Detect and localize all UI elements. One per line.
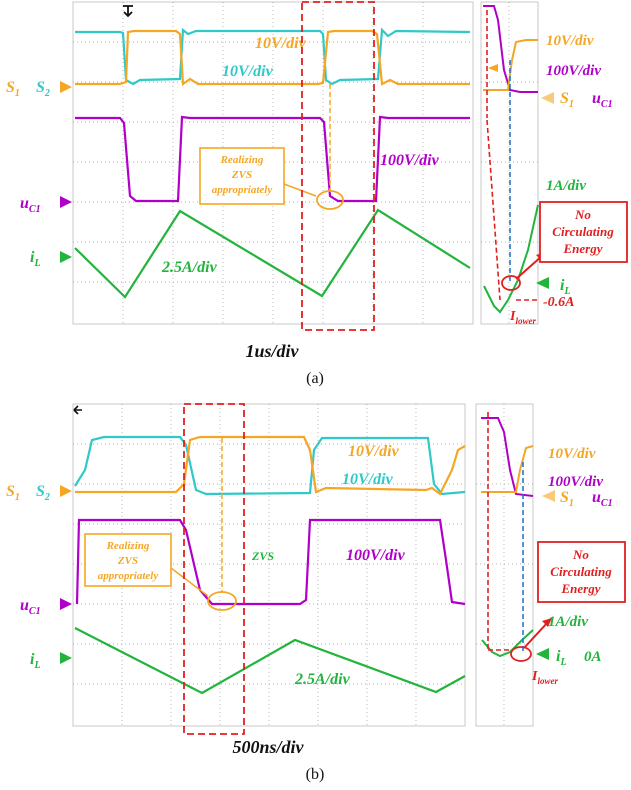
svg-text:1A/div: 1A/div <box>548 614 588 630</box>
zoom-red-dashed <box>486 10 501 301</box>
panel-b-zoom-scope <box>475 403 552 727</box>
svg-text:10V/div: 10V/div <box>348 443 400 460</box>
zoom-uc1-waveform <box>483 5 538 93</box>
svg-text:iL: iL <box>30 651 41 671</box>
uc1-marker <box>60 196 72 208</box>
panel-b-timebase: 500ns/div <box>232 737 304 757</box>
zoom-il-marker <box>536 277 549 289</box>
s1-waveform-b <box>75 435 466 496</box>
svg-text:100V/div: 100V/div <box>546 63 601 79</box>
svg-text:Ilower: Ilower <box>531 669 558 686</box>
svg-text:uC1: uC1 <box>592 90 613 110</box>
s2-waveform <box>75 27 471 86</box>
panel-b-scope: 10V/div 10V/div 100V/div ZVS 2.5A/div Re… <box>72 403 466 735</box>
panel-a-zoom-labels: 10V/div 100V/div S1 uC1 1A/div No Circul… <box>488 33 628 326</box>
panel-a-scope: 10V/div 10V/div 100V/div 2.5A/div Realiz… <box>72 1 474 331</box>
zvs-callout-b: Realizing ZVS appropriately <box>84 438 237 611</box>
il-waveform-b <box>74 627 466 695</box>
svg-text:Realizing: Realizing <box>220 154 264 166</box>
svg-text:appropriately: appropriately <box>98 570 159 582</box>
svg-text:-0.6A: -0.6A <box>543 295 575 310</box>
panel-b-caption: (b) <box>306 766 325 783</box>
s1-marker <box>60 81 72 93</box>
s1-waveform <box>75 29 470 87</box>
il-marker <box>60 251 72 263</box>
svg-text:S1: S1 <box>560 90 574 110</box>
trigger-marker-b <box>73 405 82 415</box>
svg-text:iL: iL <box>560 277 571 297</box>
svg-text:1A/div: 1A/div <box>546 178 586 194</box>
svg-text:S2: S2 <box>36 483 50 503</box>
svg-text:iL: iL <box>556 648 567 668</box>
svg-text:uC1: uC1 <box>592 489 613 509</box>
uc1-volt-div-label: 100V/div <box>380 152 440 169</box>
trigger-marker <box>123 5 133 18</box>
svg-text:100V/div: 100V/div <box>346 547 406 564</box>
svg-text:S1: S1 <box>560 489 574 509</box>
no-circulating-callout-b: No Circulating Energy <box>537 541 626 603</box>
svg-text:Circulating: Circulating <box>552 224 614 239</box>
panel-b-scope-grid <box>73 404 465 726</box>
zoom-zero-circle <box>501 275 521 291</box>
panel-b: 10V/div 10V/div 100V/div ZVS 2.5A/div Re… <box>6 403 626 783</box>
svg-text:No: No <box>574 207 591 222</box>
uc1-waveform <box>75 115 470 203</box>
svg-text:2.5A/div: 2.5A/div <box>294 671 351 688</box>
svg-text:S1: S1 <box>6 483 20 503</box>
svg-text:Energy: Energy <box>561 581 601 596</box>
panel-a-channel-labels: S1 S2 uC1 iL <box>6 79 72 269</box>
zoom-s1-waveform <box>483 39 538 91</box>
panel-b-channel-labels: S1 S2 uC1 iL <box>6 483 72 671</box>
svg-text:Energy: Energy <box>563 241 603 256</box>
panel-a: 10V/div 10V/div 100V/div 2.5A/div Realiz… <box>6 1 628 387</box>
svg-text:100V/div: 100V/div <box>548 474 603 490</box>
panel-a-zoom-scope <box>480 1 546 325</box>
il-label: iL <box>30 249 41 269</box>
s2-label: S2 <box>36 79 50 99</box>
s2-waveform-b <box>74 435 466 496</box>
panel-b-zoom-labels: 10V/div 100V/div S1 uC1 No Circulating E… <box>531 446 626 686</box>
svg-text:10V/div: 10V/div <box>546 33 594 49</box>
zoom-il-waveform <box>483 204 539 314</box>
svg-text:uC1: uC1 <box>20 597 41 617</box>
s2-volt-div-label: 10V/div <box>222 63 274 80</box>
s1-label: S1 <box>6 79 20 99</box>
uc1-label: uC1 <box>20 195 41 215</box>
svg-text:No: No <box>572 547 589 562</box>
il-amp-div-label: 2.5A/div <box>161 259 218 276</box>
zoom-s1-marker <box>541 92 554 104</box>
panel-a-timebase: 1us/div <box>245 341 299 361</box>
svg-text:10V/div: 10V/div <box>342 471 394 488</box>
uc1-waveform-b <box>75 518 466 606</box>
svg-text:10V/div: 10V/div <box>548 446 596 462</box>
zvs-highlight-box-b <box>183 403 245 735</box>
zvs-highlight-box <box>301 1 375 331</box>
svg-text:Circulating: Circulating <box>550 564 612 579</box>
il-waveform <box>74 208 471 299</box>
panel-a-caption: (a) <box>306 370 324 387</box>
s1-volt-div-label: 10V/div <box>255 35 307 52</box>
svg-text:0A: 0A <box>584 649 602 665</box>
svg-text:Ilower: Ilower <box>509 309 536 326</box>
no-circulating-callout-a: No Circulating Energy <box>539 201 628 263</box>
svg-text:ZVS: ZVS <box>117 555 138 567</box>
zvs-callout: Realizing ZVS appropriately <box>199 84 344 210</box>
zoom-leader-arrow <box>515 255 543 280</box>
svg-text:appropriately: appropriately <box>212 184 273 196</box>
svg-text:ZVS: ZVS <box>231 169 252 181</box>
svg-text:Realizing: Realizing <box>106 540 150 552</box>
svg-text:ZVS: ZVS <box>251 549 274 563</box>
